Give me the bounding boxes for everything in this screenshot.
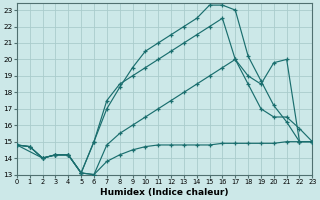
X-axis label: Humidex (Indice chaleur): Humidex (Indice chaleur) (100, 188, 229, 197)
